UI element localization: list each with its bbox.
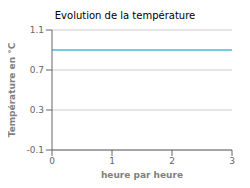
svg-text:0: 0 <box>49 156 55 166</box>
svg-text:heure par heure: heure par heure <box>101 170 183 180</box>
svg-text:1: 1 <box>109 156 115 166</box>
html-text:Evolution de la température: Evolution de la température <box>54 10 196 21</box>
svg-text:3: 3 <box>229 156 235 166</box>
svg-text:2: 2 <box>169 156 175 166</box>
svg-text:Température en °C: Température en °C <box>8 42 17 137</box>
svg-text:1.1: 1.1 <box>30 25 44 35</box>
svg-text:0.7: 0.7 <box>30 65 44 75</box>
svg-text:0.3: 0.3 <box>30 105 44 115</box>
svg-text:-0.1: -0.1 <box>26 145 44 155</box>
